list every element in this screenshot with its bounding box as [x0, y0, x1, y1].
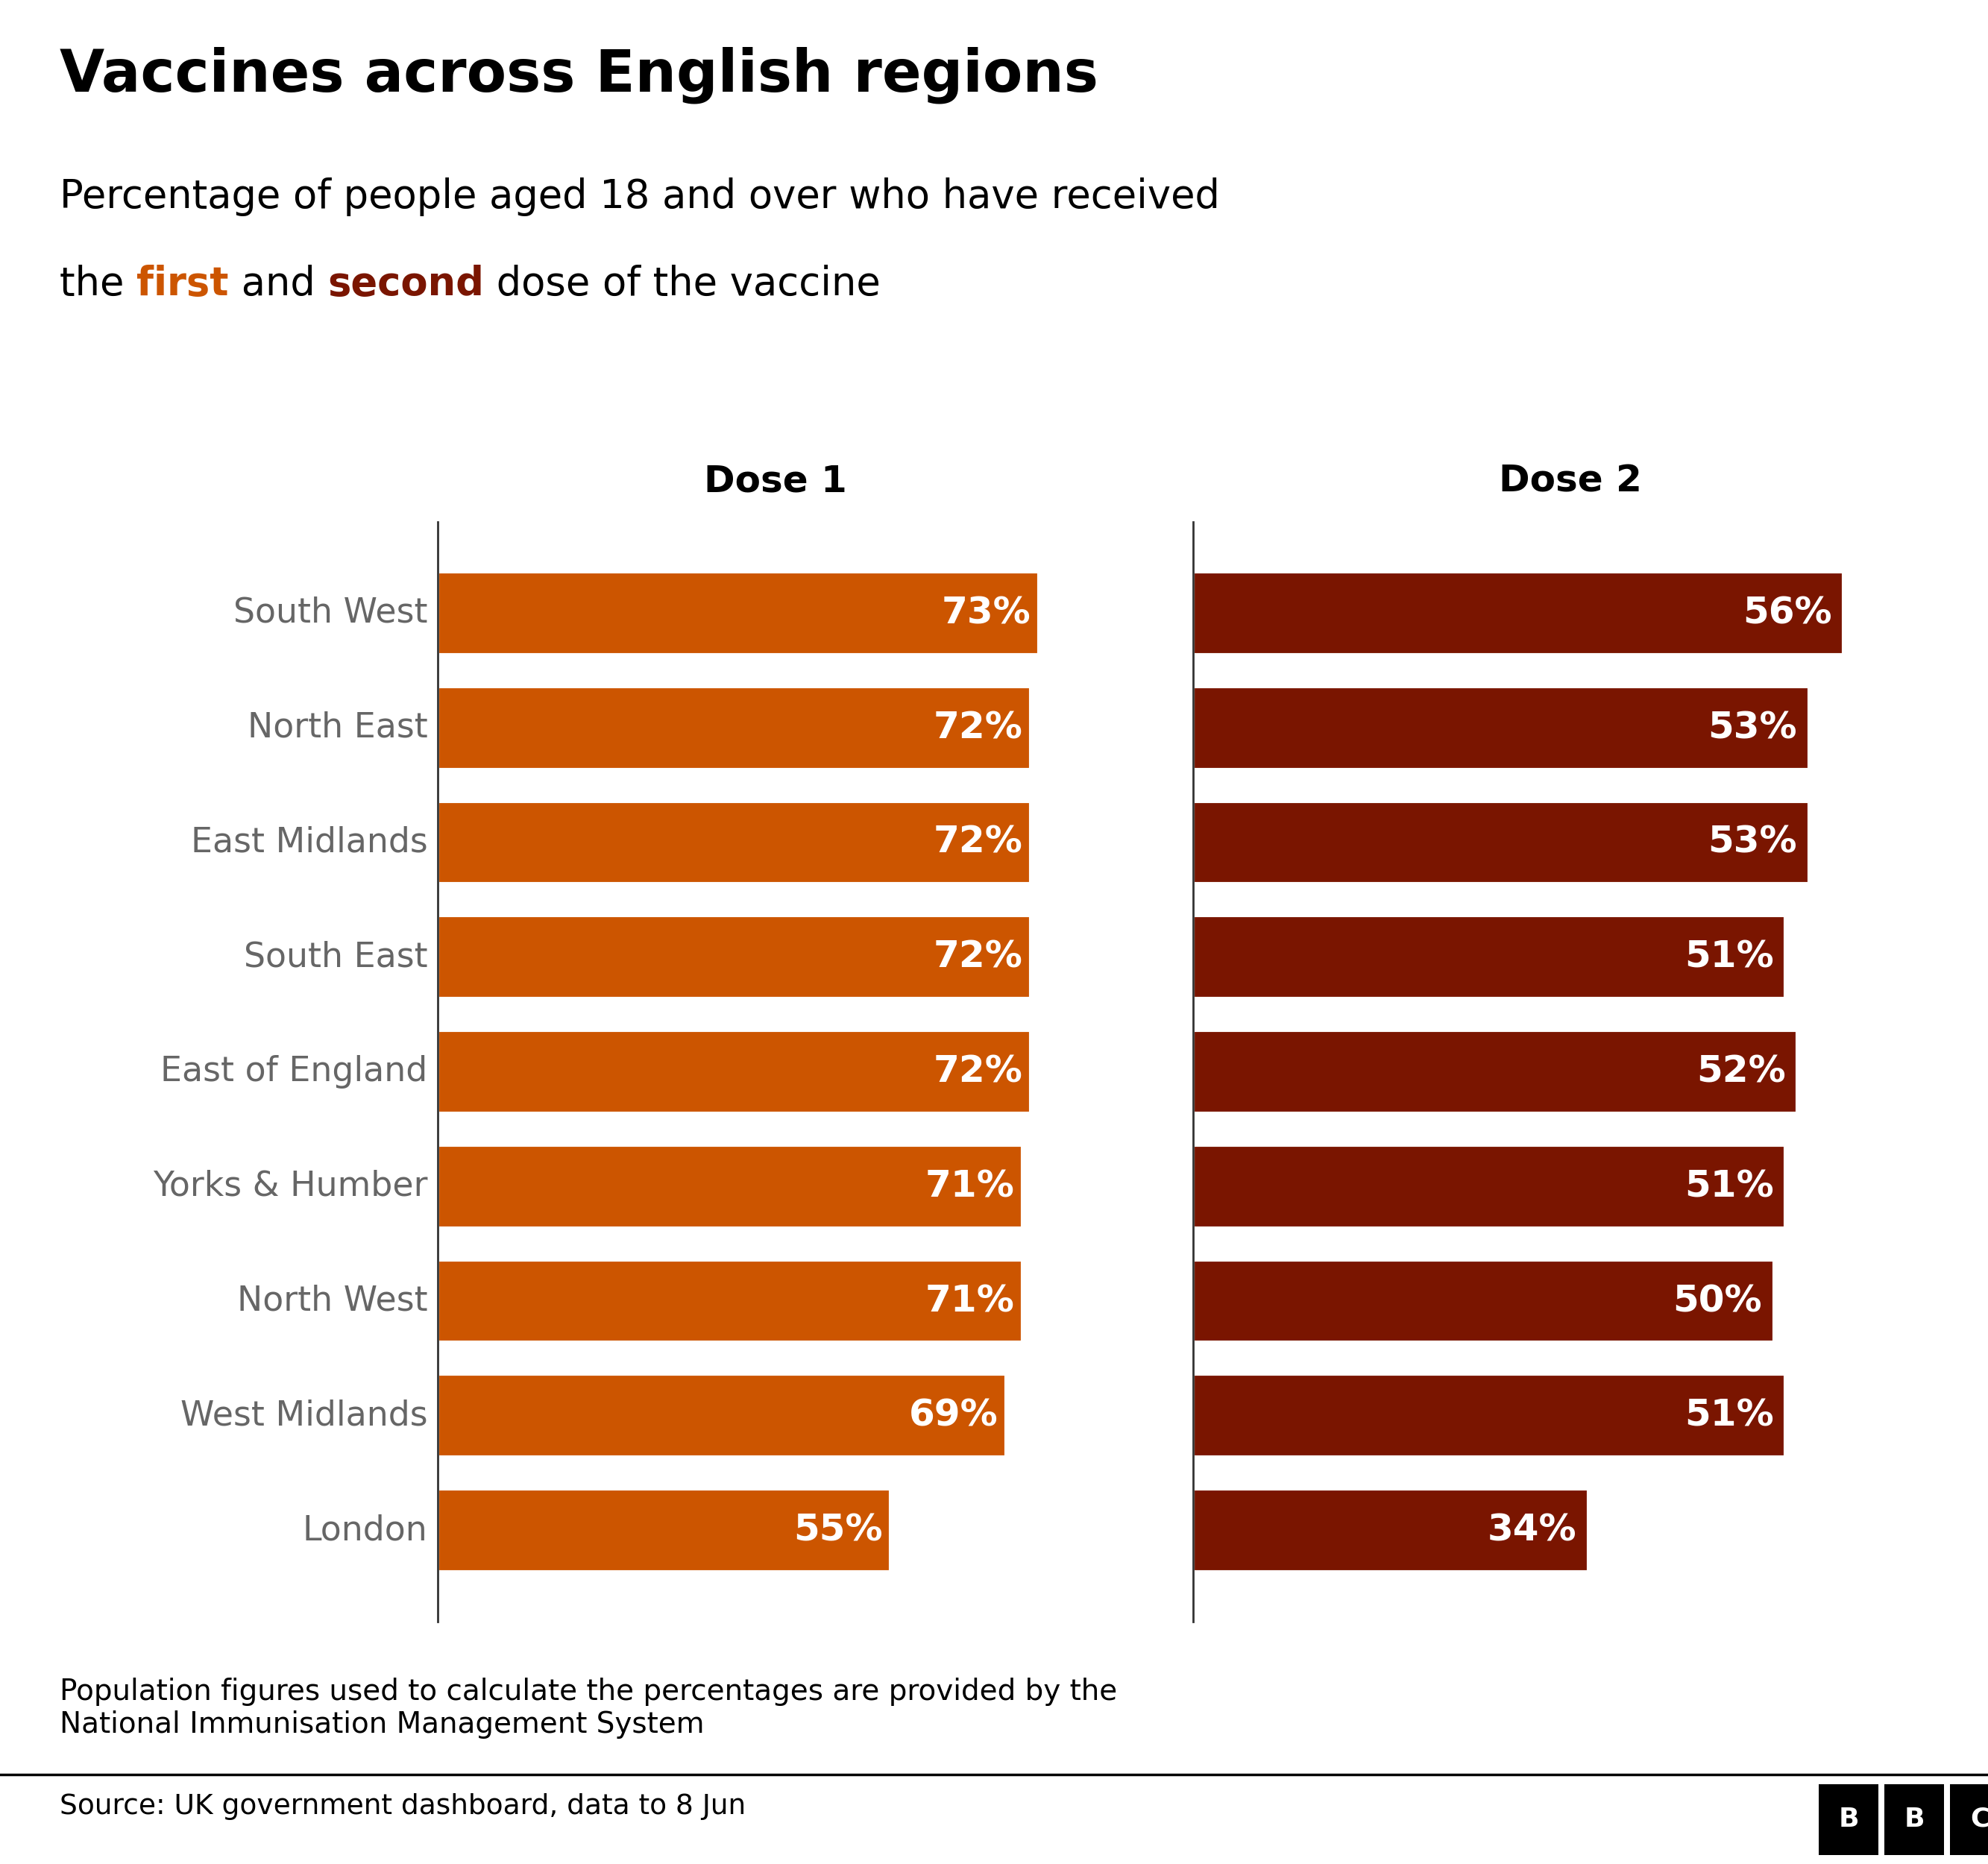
- Bar: [437, 915, 1032, 999]
- Bar: [1193, 1031, 1797, 1113]
- Text: Source: UK government dashboard, data to 8 Jun: Source: UK government dashboard, data to…: [60, 1793, 746, 1819]
- Text: C: C: [1970, 1806, 1988, 1832]
- Text: 72%: 72%: [932, 824, 1022, 861]
- Text: 53%: 53%: [1708, 824, 1797, 861]
- Text: second: second: [328, 265, 483, 304]
- Text: Dose 2: Dose 2: [1499, 464, 1642, 500]
- Text: East Midlands: East Midlands: [191, 826, 427, 859]
- Bar: [1193, 686, 1809, 770]
- Text: 73%: 73%: [942, 595, 1032, 632]
- Text: 71%: 71%: [924, 1282, 1014, 1320]
- Bar: [437, 802, 1032, 884]
- Bar: [1193, 1144, 1785, 1228]
- Text: South West: South West: [233, 596, 427, 630]
- Text: 52%: 52%: [1696, 1053, 1785, 1090]
- Text: East of England: East of England: [161, 1055, 427, 1089]
- Text: 51%: 51%: [1684, 1169, 1773, 1204]
- Bar: [437, 572, 1040, 654]
- Text: the: the: [60, 265, 137, 304]
- Bar: [1193, 802, 1809, 884]
- Text: B: B: [1905, 1806, 1924, 1832]
- Text: 69%: 69%: [909, 1398, 998, 1433]
- Text: 51%: 51%: [1684, 939, 1773, 975]
- Text: 72%: 72%: [932, 1053, 1022, 1090]
- Bar: [1193, 1374, 1785, 1458]
- Bar: [1193, 915, 1785, 999]
- Text: 72%: 72%: [932, 939, 1022, 975]
- Text: Population figures used to calculate the percentages are provided by the
Nationa: Population figures used to calculate the…: [60, 1678, 1117, 1739]
- Bar: [1193, 1260, 1773, 1342]
- Text: West Midlands: West Midlands: [181, 1400, 427, 1433]
- Text: London: London: [302, 1514, 427, 1547]
- Bar: [437, 686, 1032, 770]
- Bar: [437, 1489, 891, 1571]
- Text: Yorks & Humber: Yorks & Humber: [153, 1171, 427, 1204]
- Text: 50%: 50%: [1674, 1282, 1761, 1320]
- Text: North West: North West: [237, 1284, 427, 1318]
- Text: 53%: 53%: [1708, 710, 1797, 746]
- Text: B: B: [1839, 1806, 1859, 1832]
- Text: North East: North East: [247, 710, 427, 744]
- Bar: [437, 1144, 1022, 1228]
- Text: 56%: 56%: [1743, 595, 1833, 632]
- Text: and: and: [229, 265, 328, 304]
- Bar: [437, 1374, 1006, 1458]
- Text: Dose 1: Dose 1: [704, 464, 847, 500]
- Text: 55%: 55%: [793, 1512, 883, 1549]
- Text: Vaccines across English regions: Vaccines across English regions: [60, 47, 1097, 104]
- Text: 51%: 51%: [1684, 1398, 1773, 1433]
- Text: Percentage of people aged 18 and over who have received: Percentage of people aged 18 and over wh…: [60, 177, 1221, 216]
- Bar: [437, 1260, 1022, 1342]
- Text: dose of the vaccine: dose of the vaccine: [483, 265, 881, 304]
- Text: 71%: 71%: [924, 1169, 1014, 1204]
- Text: first: first: [137, 265, 229, 304]
- Bar: [437, 1031, 1032, 1113]
- Text: 34%: 34%: [1487, 1512, 1576, 1549]
- Text: South East: South East: [245, 939, 427, 973]
- Bar: [1193, 1489, 1588, 1571]
- Bar: [1193, 572, 1843, 654]
- Text: 72%: 72%: [932, 710, 1022, 746]
